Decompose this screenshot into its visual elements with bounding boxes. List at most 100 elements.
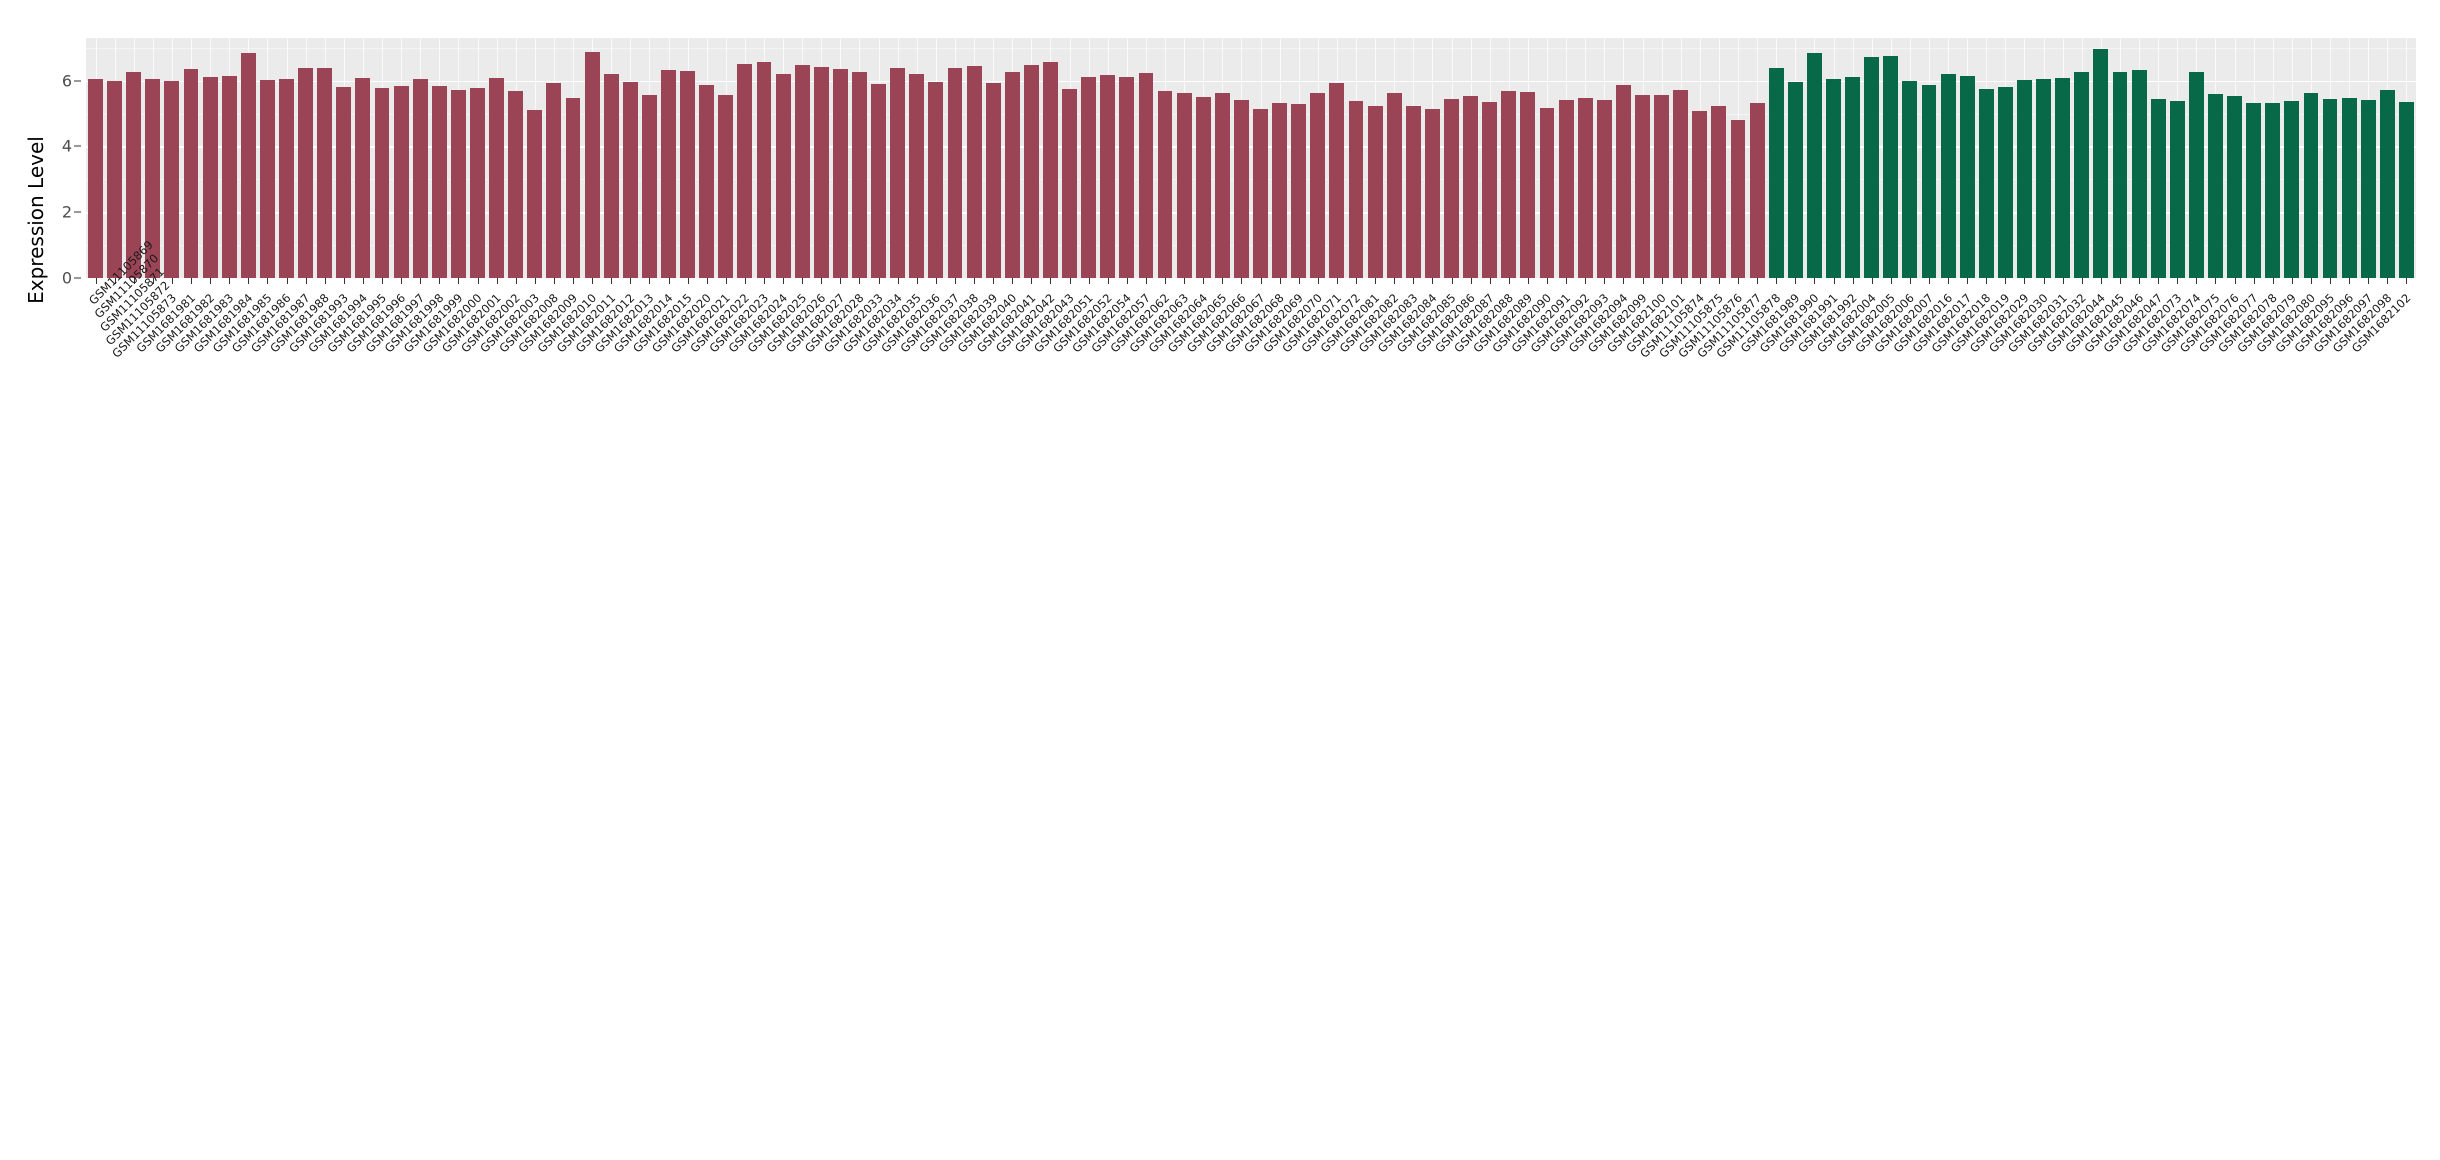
bar[interactable] <box>1921 85 1937 278</box>
bar[interactable] <box>1348 101 1364 278</box>
bar[interactable] <box>985 83 1001 278</box>
bar[interactable] <box>508 91 524 278</box>
bar[interactable] <box>1978 89 1994 278</box>
bar[interactable] <box>1100 75 1116 278</box>
bar[interactable] <box>1444 99 1459 278</box>
bar[interactable] <box>240 52 256 278</box>
bar[interactable] <box>259 79 275 278</box>
bar[interactable] <box>1138 72 1154 278</box>
bar[interactable] <box>279 78 294 278</box>
bar[interactable] <box>622 82 638 278</box>
bar[interactable] <box>1195 96 1211 278</box>
bar[interactable] <box>1940 74 1956 278</box>
bar[interactable] <box>1864 57 1880 278</box>
bar[interactable] <box>813 66 829 278</box>
bar[interactable] <box>1730 119 1746 278</box>
bar[interactable] <box>2093 49 2109 278</box>
bar[interactable] <box>852 71 867 278</box>
bar[interactable] <box>2360 99 2376 278</box>
bar[interactable] <box>1673 89 1689 278</box>
bar[interactable] <box>1463 95 1479 278</box>
bar[interactable] <box>1291 104 1307 278</box>
bar[interactable] <box>1482 102 1498 278</box>
bar[interactable] <box>126 71 142 278</box>
bar[interactable] <box>1596 99 1612 278</box>
bar[interactable] <box>641 94 657 278</box>
bar[interactable] <box>1997 87 2013 278</box>
bar[interactable] <box>2284 101 2300 278</box>
bar[interactable] <box>393 85 409 278</box>
bar[interactable] <box>1711 106 1727 278</box>
bar[interactable] <box>1424 109 1440 278</box>
bar[interactable] <box>1367 106 1383 278</box>
bar[interactable] <box>680 70 696 278</box>
bar[interactable] <box>756 62 772 278</box>
bar[interactable] <box>2227 95 2242 278</box>
bar[interactable] <box>1081 77 1097 278</box>
bar[interactable] <box>1004 72 1020 278</box>
bar[interactable] <box>1234 100 1249 278</box>
bar[interactable] <box>1959 76 1975 278</box>
bar[interactable] <box>1692 111 1708 278</box>
bar[interactable] <box>718 95 734 278</box>
bar[interactable] <box>1654 95 1670 278</box>
bar[interactable] <box>2399 102 2414 278</box>
bar[interactable] <box>1806 52 1822 278</box>
bar[interactable] <box>527 109 543 278</box>
bar[interactable] <box>107 81 123 278</box>
bar[interactable] <box>2112 71 2128 278</box>
bar[interactable] <box>2188 71 2204 278</box>
bar[interactable] <box>374 87 390 278</box>
bar[interactable] <box>221 76 237 278</box>
bar[interactable] <box>1062 88 1077 278</box>
bar[interactable] <box>317 67 333 278</box>
bar[interactable] <box>871 84 887 278</box>
bar[interactable] <box>1023 64 1039 278</box>
bar[interactable] <box>1520 92 1536 278</box>
bar[interactable] <box>1615 85 1631 278</box>
bar[interactable] <box>2379 89 2395 278</box>
bar[interactable] <box>1119 77 1135 278</box>
bar[interactable] <box>1310 92 1326 278</box>
bar[interactable] <box>2017 80 2032 278</box>
bar[interactable] <box>183 68 199 278</box>
bar[interactable] <box>1214 92 1230 278</box>
bar[interactable] <box>947 68 963 278</box>
bar[interactable] <box>1787 82 1803 278</box>
bar[interactable] <box>2150 98 2166 278</box>
bar[interactable] <box>1176 92 1192 278</box>
bar[interactable] <box>2055 78 2071 278</box>
bar[interactable] <box>737 63 753 278</box>
bar[interactable] <box>1558 100 1574 278</box>
bar[interactable] <box>909 73 925 278</box>
bar[interactable] <box>775 73 791 278</box>
bar[interactable] <box>2074 71 2090 278</box>
bar[interactable] <box>2322 98 2338 278</box>
bar[interactable] <box>565 97 581 278</box>
bar[interactable] <box>1329 82 1345 278</box>
bar[interactable] <box>1749 103 1765 278</box>
bar[interactable] <box>298 67 314 278</box>
bar[interactable] <box>546 82 562 278</box>
bar[interactable] <box>336 87 352 278</box>
bar[interactable] <box>2036 79 2052 278</box>
bar[interactable] <box>88 79 103 278</box>
bar[interactable] <box>2208 93 2223 278</box>
bar[interactable] <box>928 82 944 278</box>
bar[interactable] <box>1501 90 1517 278</box>
bar[interactable] <box>164 81 180 278</box>
bar[interactable] <box>1902 80 1918 278</box>
bar[interactable] <box>1272 103 1288 278</box>
bar[interactable] <box>1768 68 1784 278</box>
bar[interactable] <box>1157 90 1173 278</box>
bar[interactable] <box>355 78 371 278</box>
bar[interactable] <box>661 69 676 278</box>
bar[interactable] <box>2131 69 2147 278</box>
bar[interactable] <box>1635 95 1650 278</box>
bar[interactable] <box>584 52 600 278</box>
bar[interactable] <box>794 65 810 278</box>
bar[interactable] <box>966 65 982 278</box>
bar[interactable] <box>145 78 161 278</box>
bar[interactable] <box>2341 97 2357 278</box>
bar[interactable] <box>2169 100 2185 278</box>
